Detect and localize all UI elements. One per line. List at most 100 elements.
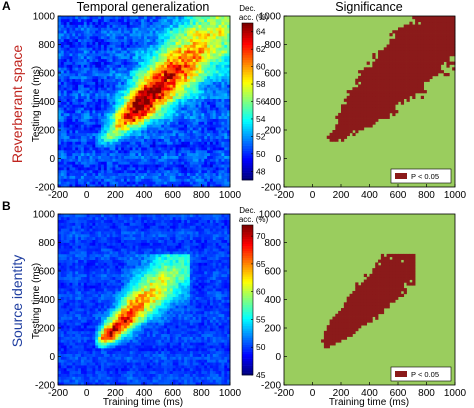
heatmap-cell [135, 18, 139, 23]
heatmap-cell [201, 27, 205, 31]
heatmap-cell [221, 78, 225, 82]
heatmap-cell [141, 27, 145, 31]
heatmap-cell [92, 132, 96, 137]
heatmap-cell [129, 64, 133, 68]
heatmap-cell [169, 75, 174, 80]
significant-cell [417, 35, 422, 40]
heatmap-cell [83, 44, 88, 48]
significant-cell [369, 104, 373, 108]
heatmap-cell [166, 38, 171, 42]
heatmap-cell [63, 55, 67, 60]
heatmap-cell [115, 78, 119, 82]
heatmap-cell [109, 87, 113, 91]
heatmap-cell [204, 121, 208, 125]
heatmap-cell [112, 44, 116, 48]
heatmap-cell [63, 370, 67, 374]
heatmap-cell [106, 132, 110, 137]
heatmap-cell [172, 147, 176, 151]
significant-cell [369, 81, 373, 85]
heatmap-cell [135, 47, 139, 51]
heatmap-cell [72, 132, 76, 137]
heatmap-cell [92, 181, 96, 185]
significant-cell [360, 78, 365, 82]
heatmap-cell [192, 44, 196, 48]
heatmap-cell [72, 84, 76, 88]
heatmap-cell [152, 379, 156, 383]
heatmap-cell [135, 87, 139, 91]
heatmap-cell [103, 118, 108, 122]
significant-cell [432, 64, 436, 68]
heatmap-cell [141, 16, 145, 20]
heatmap-cell [118, 41, 122, 45]
significant-cell [366, 107, 370, 111]
heatmap-cell [155, 27, 159, 31]
heatmap-cell [189, 107, 194, 111]
heatmap-cell [218, 172, 222, 176]
heatmap-cell [121, 152, 125, 156]
heatmap-cell [126, 61, 131, 65]
heatmap-cell [129, 95, 133, 99]
heatmap-cell [83, 181, 88, 185]
significant-cell [346, 101, 350, 105]
significant-cell [406, 84, 410, 88]
significant-cell [380, 115, 385, 119]
significant-cell [398, 75, 402, 80]
heatmap-cell [175, 367, 179, 372]
heatmap-cell [63, 44, 67, 48]
heatmap-cell [187, 41, 191, 45]
heatmap-cell [75, 75, 79, 80]
heatmap-cell [224, 27, 228, 31]
heatmap-cell [78, 98, 82, 102]
significant-cell [412, 53, 416, 57]
heatmap-cell [221, 172, 225, 176]
heatmap-cell [69, 373, 73, 377]
significant-cell [415, 27, 419, 31]
heatmap-cell [106, 164, 110, 168]
significant-cell [443, 30, 447, 34]
heatmap-cell [201, 365, 205, 369]
heatmap-cell [112, 138, 116, 142]
heatmap-cell [135, 24, 139, 28]
significant-cell [389, 58, 393, 62]
heatmap-cell [207, 81, 211, 85]
heatmap-cell [126, 81, 131, 85]
significant-cell [426, 38, 430, 42]
heatmap-cell [198, 175, 202, 179]
significant-cell [360, 124, 365, 128]
heatmap-cell [146, 175, 151, 179]
heatmap-cell [109, 367, 113, 372]
heatmap-cell [75, 367, 79, 372]
significant-cell [372, 92, 376, 97]
significant-cell [398, 73, 402, 77]
significant-cell [420, 38, 424, 42]
heatmap-cell [118, 78, 122, 82]
significant-cell [360, 81, 365, 85]
heatmap-cell [86, 87, 90, 91]
significant-cell [346, 121, 350, 125]
heatmap-cell [227, 175, 231, 179]
heatmap-cell [95, 152, 99, 156]
significant-cell [432, 47, 436, 51]
heatmap-cell [98, 50, 102, 54]
significant-cell [389, 98, 393, 102]
heatmap-cell [69, 30, 73, 34]
heatmap-cell [69, 75, 73, 80]
heatmap-cell [144, 44, 148, 48]
heatmap-cell [215, 144, 219, 148]
heatmap-cell [164, 376, 168, 380]
heatmap-cell [66, 161, 70, 165]
heatmap-cell [181, 70, 185, 74]
heatmap-cell [207, 110, 211, 114]
heatmap-cell [69, 61, 73, 65]
heatmap-cell [158, 24, 162, 28]
heatmap-cell [86, 58, 90, 62]
significant-cell [349, 121, 353, 125]
heatmap-cell [184, 376, 188, 380]
significant-cell [392, 101, 396, 105]
heatmap-cell [189, 132, 194, 137]
heatmap-cell [60, 164, 65, 168]
heatmap-cell [155, 373, 159, 377]
heatmap-cell [72, 367, 76, 372]
significant-cell [358, 84, 362, 88]
significant-cell [372, 61, 376, 65]
